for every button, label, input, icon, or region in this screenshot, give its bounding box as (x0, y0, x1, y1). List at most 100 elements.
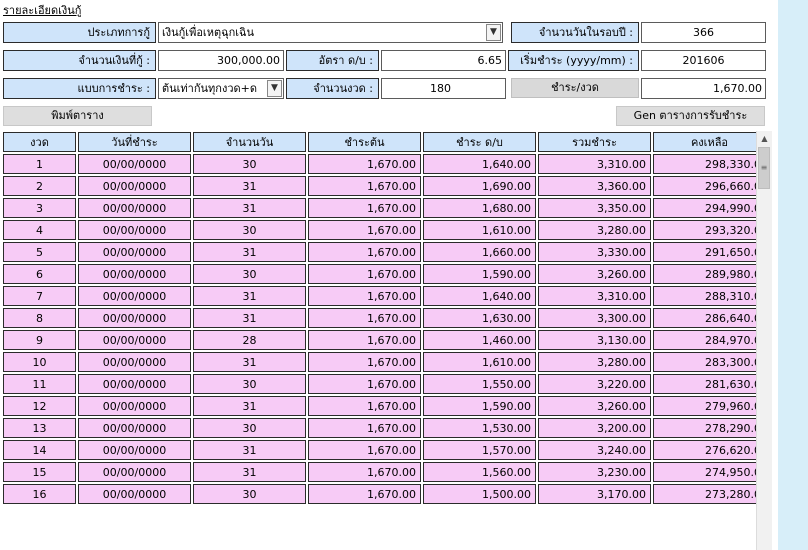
installments-field[interactable]: 180 (381, 78, 506, 99)
cell-principal: 1,670.00 (308, 330, 421, 350)
scroll-thumb[interactable]: ≡ (758, 147, 770, 189)
cell-period: 9 (3, 330, 76, 350)
cell-pay-date: 00/00/0000 (78, 176, 191, 196)
payment-schedule-table: งวด วันที่ชำระ จำนวนวัน ชำระต้น ชำระ ด/บ… (3, 130, 770, 550)
loan-type-select[interactable]: เงินกู้เพื่อเหตุฉุกเฉิน ▼ (158, 22, 503, 43)
cell-balance: 296,660.0 (653, 176, 766, 196)
table-scrollbar[interactable]: ▲ ≡ (756, 131, 772, 550)
gen-schedule-button[interactable]: Gen ตารางการรับชำระ (616, 106, 765, 126)
cell-days: 31 (193, 242, 306, 262)
cell-total: 3,280.00 (538, 220, 651, 240)
pay-per-period-label: ชำระ/งวด (511, 78, 639, 98)
cell-principal: 1,670.00 (308, 374, 421, 394)
start-pay-field[interactable]: 201606 (641, 50, 766, 71)
cell-pay-date: 00/00/0000 (78, 220, 191, 240)
page-title: รายละเอียดเงินกู้ (3, 4, 82, 17)
cell-pay-date: 00/00/0000 (78, 308, 191, 328)
cell-total: 3,200.00 (538, 418, 651, 438)
cell-total: 3,130.00 (538, 330, 651, 350)
cell-period: 12 (3, 396, 76, 416)
start-pay-label: เริ่มชำระ (yyyy/mm) : (508, 50, 639, 71)
cell-interest: 1,690.00 (423, 176, 536, 196)
chevron-down-icon[interactable]: ▼ (486, 24, 501, 41)
cell-total: 3,280.00 (538, 352, 651, 372)
cell-period: 15 (3, 462, 76, 482)
table-row: 10 00/00/0000 31 1,670.00 1,610.00 3,280.00 28… (3, 352, 766, 372)
rate-field[interactable]: 6.65 (381, 50, 506, 71)
cell-days: 30 (193, 484, 306, 504)
cell-interest: 1,530.00 (423, 418, 536, 438)
days-in-cycle-label: จำนวนวันในรอบปี : (511, 22, 639, 43)
cell-period: 14 (3, 440, 76, 460)
table-header-row: งวด วันที่ชำระ จำนวนวัน ชำระต้น ชำระ ด/บ… (3, 132, 766, 152)
cell-principal: 1,670.00 (308, 286, 421, 306)
cell-total: 3,260.00 (538, 396, 651, 416)
table-row: 9 00/00/0000 28 1,670.00 1,460.00 3,130.00 284… (3, 330, 766, 350)
cell-pay-date: 00/00/0000 (78, 484, 191, 504)
cell-period: 11 (3, 374, 76, 394)
cell-total: 3,170.00 (538, 484, 651, 504)
cell-interest: 1,640.00 (423, 154, 536, 174)
cell-interest: 1,660.00 (423, 242, 536, 262)
table-row: 5 00/00/0000 31 1,670.00 1,660.00 3,330.00 291… (3, 242, 766, 262)
cell-period: 1 (3, 154, 76, 174)
cell-interest: 1,590.00 (423, 264, 536, 284)
pay-per-period-field[interactable]: 1,670.00 (641, 78, 766, 99)
cell-interest: 1,610.00 (423, 352, 536, 372)
cell-total: 3,300.00 (538, 308, 651, 328)
cell-total: 3,350.00 (538, 198, 651, 218)
cell-pay-date: 00/00/0000 (78, 440, 191, 460)
cell-days: 31 (193, 462, 306, 482)
pay-method-select[interactable]: ต้นเท่ากันทุกงวด+ด ▼ (158, 78, 284, 99)
cell-pay-date: 00/00/0000 (78, 462, 191, 482)
cell-balance: 289,980.0 (653, 264, 766, 284)
scroll-up-arrow-icon[interactable]: ▲ (761, 134, 768, 143)
days-in-cycle-field[interactable]: 366 (641, 22, 766, 43)
cell-days: 28 (193, 330, 306, 350)
table-row: 16 00/00/0000 30 1,670.00 1,500.00 3,170.00 27… (3, 484, 766, 504)
loan-amount-label: จำนวนเงินที่กู้ : (3, 50, 156, 71)
chevron-down-icon[interactable]: ▼ (267, 80, 282, 97)
cell-interest: 1,550.00 (423, 374, 536, 394)
cell-principal: 1,670.00 (308, 352, 421, 372)
rate-label: อัตรา ด/บ : (286, 50, 379, 71)
cell-interest: 1,640.00 (423, 286, 536, 306)
cell-total: 3,260.00 (538, 264, 651, 284)
table-row: 13 00/00/0000 30 1,670.00 1,530.00 3,200.00 27… (3, 418, 766, 438)
cell-principal: 1,670.00 (308, 264, 421, 284)
table-row: 12 00/00/0000 31 1,670.00 1,590.00 3,260.00 27… (3, 396, 766, 416)
cell-principal: 1,670.00 (308, 308, 421, 328)
cell-principal: 1,670.00 (308, 176, 421, 196)
cell-total: 3,310.00 (538, 154, 651, 174)
cell-period: 7 (3, 286, 76, 306)
cell-pay-date: 00/00/0000 (78, 352, 191, 372)
cell-interest: 1,680.00 (423, 198, 536, 218)
cell-period: 8 (3, 308, 76, 328)
cell-balance: 291,650.0 (653, 242, 766, 262)
cell-period: 10 (3, 352, 76, 372)
cell-balance: 278,290.0 (653, 418, 766, 438)
cell-principal: 1,670.00 (308, 484, 421, 504)
cell-period: 6 (3, 264, 76, 284)
cell-period: 5 (3, 242, 76, 262)
cell-days: 31 (193, 440, 306, 460)
cell-days: 30 (193, 264, 306, 284)
cell-period: 4 (3, 220, 76, 240)
cell-days: 31 (193, 176, 306, 196)
cell-total: 3,360.00 (538, 176, 651, 196)
cell-interest: 1,630.00 (423, 308, 536, 328)
cell-balance: 281,630.0 (653, 374, 766, 394)
print-table-button[interactable]: พิมพ์ตาราง (3, 106, 152, 126)
cell-period: 2 (3, 176, 76, 196)
cell-pay-date: 00/00/0000 (78, 198, 191, 218)
pay-method-value: ต้นเท่ากันทุกงวด+ด (162, 82, 257, 95)
cell-interest: 1,560.00 (423, 462, 536, 482)
loan-type-label: ประเภทการกู้ (3, 22, 156, 43)
table-row: 15 00/00/0000 31 1,670.00 1,560.00 3,230.00 27… (3, 462, 766, 482)
cell-pay-date: 00/00/0000 (78, 286, 191, 306)
cell-total: 3,230.00 (538, 462, 651, 482)
cell-days: 31 (193, 308, 306, 328)
loan-amount-field[interactable]: 300,000.00 (158, 50, 284, 71)
column-header-interest: ชำระ ด/บ (423, 132, 536, 152)
cell-interest: 1,500.00 (423, 484, 536, 504)
